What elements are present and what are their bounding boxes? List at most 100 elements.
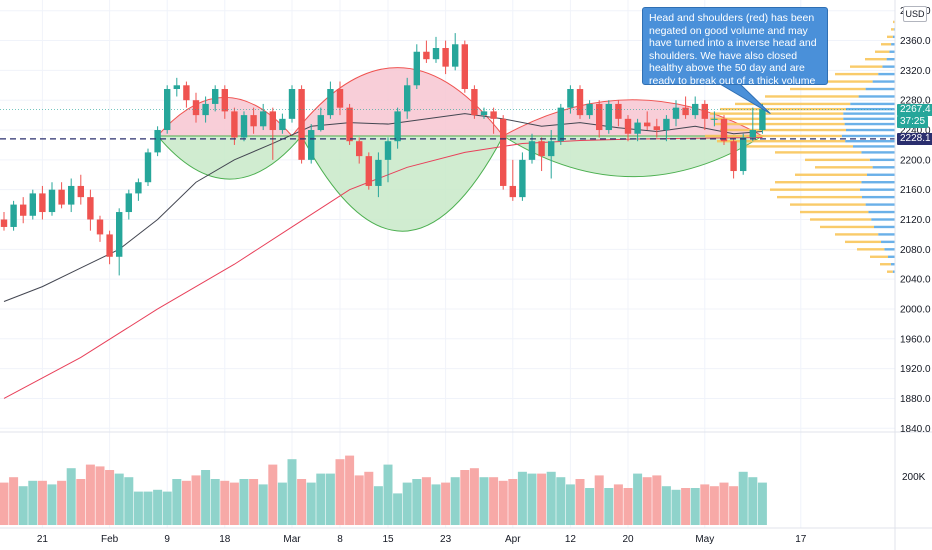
profile-row-down xyxy=(846,107,895,111)
time-tick-label: 8 xyxy=(337,534,343,545)
volume-bar xyxy=(633,473,643,525)
candle xyxy=(221,85,228,119)
time-tick-label: Feb xyxy=(101,534,119,545)
volume-bar xyxy=(623,488,633,525)
volume-bar xyxy=(364,471,374,525)
candle xyxy=(106,230,113,265)
profile-row-up xyxy=(790,203,866,206)
candle xyxy=(672,100,680,127)
candle xyxy=(538,137,545,172)
volume-bar xyxy=(325,473,335,525)
volume-bar xyxy=(681,488,691,525)
time-tick-label: 17 xyxy=(795,534,807,545)
time-tick-label: Mar xyxy=(283,534,301,545)
candle xyxy=(317,107,324,132)
profile-row-down xyxy=(867,173,895,176)
time-tick-label: 18 xyxy=(219,534,231,545)
price-tick-label: 2240.0 xyxy=(900,126,931,137)
profile-row-down xyxy=(858,95,895,98)
profile-row-up xyxy=(710,112,844,115)
candle xyxy=(423,40,430,63)
profile-row-down xyxy=(888,255,895,258)
annotation-callout[interactable]: Head and shoulders (red) has been negate… xyxy=(642,7,828,85)
volume-bar xyxy=(729,486,739,525)
profile-row-down xyxy=(872,80,895,83)
volume-bar xyxy=(421,477,431,525)
candle xyxy=(576,85,584,119)
profile-row-up xyxy=(870,255,888,258)
profile-row-up xyxy=(717,140,846,143)
candle xyxy=(740,133,747,175)
candle xyxy=(394,107,401,149)
candle xyxy=(327,81,334,119)
profile-row-down xyxy=(886,57,895,61)
profile-row-down xyxy=(868,210,895,214)
candle xyxy=(605,100,612,134)
volume-bar xyxy=(47,484,57,525)
profile-row-down xyxy=(874,225,895,229)
green-shoulder-arc xyxy=(300,135,505,232)
profile-row-up xyxy=(777,195,862,199)
volume-bar xyxy=(537,473,547,525)
volume-bar xyxy=(0,482,9,525)
profile-row-down xyxy=(865,203,895,206)
volume-bar xyxy=(66,468,76,525)
volume-bar xyxy=(258,484,268,525)
volume-bar xyxy=(28,480,38,525)
candle xyxy=(298,85,305,164)
volume-bar xyxy=(441,482,451,525)
profile-row-up xyxy=(720,107,846,111)
candle xyxy=(519,152,526,201)
price-axis[interactable]: 200K2400.02360.02320.02280.02240.02200.0… xyxy=(894,0,931,550)
volume-bar xyxy=(124,477,134,525)
candle xyxy=(240,111,248,142)
volume-bar xyxy=(594,475,604,525)
candle xyxy=(116,208,123,276)
moving-average-long xyxy=(3,136,763,399)
profile-row-up xyxy=(820,225,874,229)
profile-row-down xyxy=(890,263,895,266)
volume-bar xyxy=(460,470,470,525)
countdown-tag: 37:25 xyxy=(897,115,929,128)
candle xyxy=(490,107,497,134)
profile-row-down xyxy=(865,87,895,91)
candle xyxy=(346,103,353,145)
profile-row-up xyxy=(735,102,851,106)
candle xyxy=(701,100,708,131)
price-tick-label: 2360.0 xyxy=(900,36,931,47)
volume-bar xyxy=(757,482,767,525)
profile-row-up xyxy=(887,35,893,39)
candle xyxy=(634,118,641,142)
profile-row-up xyxy=(815,80,873,83)
profile-row-down xyxy=(844,122,895,126)
volume-bar xyxy=(431,484,441,525)
profile-row-up xyxy=(775,151,862,154)
time-axis[interactable]: 21 Feb 9 18 Mar 8 15 23 Apr 12 20 May 17 xyxy=(37,534,807,545)
profile-row-up xyxy=(805,158,870,162)
volume-bar xyxy=(546,471,556,525)
profile-row-up xyxy=(715,122,845,126)
volume-bar xyxy=(297,479,307,525)
candle xyxy=(586,100,593,119)
volume-bar xyxy=(201,470,211,525)
last-price-tag: 2267.4 xyxy=(897,103,932,116)
candle xyxy=(663,115,670,142)
volume-bar xyxy=(402,482,412,525)
candle xyxy=(288,85,296,123)
profile-row-up xyxy=(790,87,866,91)
volume-bar xyxy=(210,479,220,525)
volume-bar xyxy=(76,479,86,525)
volume-bar xyxy=(153,489,163,525)
candle xyxy=(48,182,56,216)
volume-bar xyxy=(738,471,748,525)
volume-bar xyxy=(642,477,652,525)
profile-row-down xyxy=(878,72,895,76)
candle xyxy=(509,159,516,201)
candle xyxy=(269,107,276,160)
price-tick-label: 2160.0 xyxy=(900,185,931,196)
currency-button[interactable]: USD xyxy=(903,6,927,22)
volume-bar xyxy=(181,480,191,525)
volume-bar xyxy=(114,473,124,525)
profile-row-up xyxy=(875,50,890,53)
